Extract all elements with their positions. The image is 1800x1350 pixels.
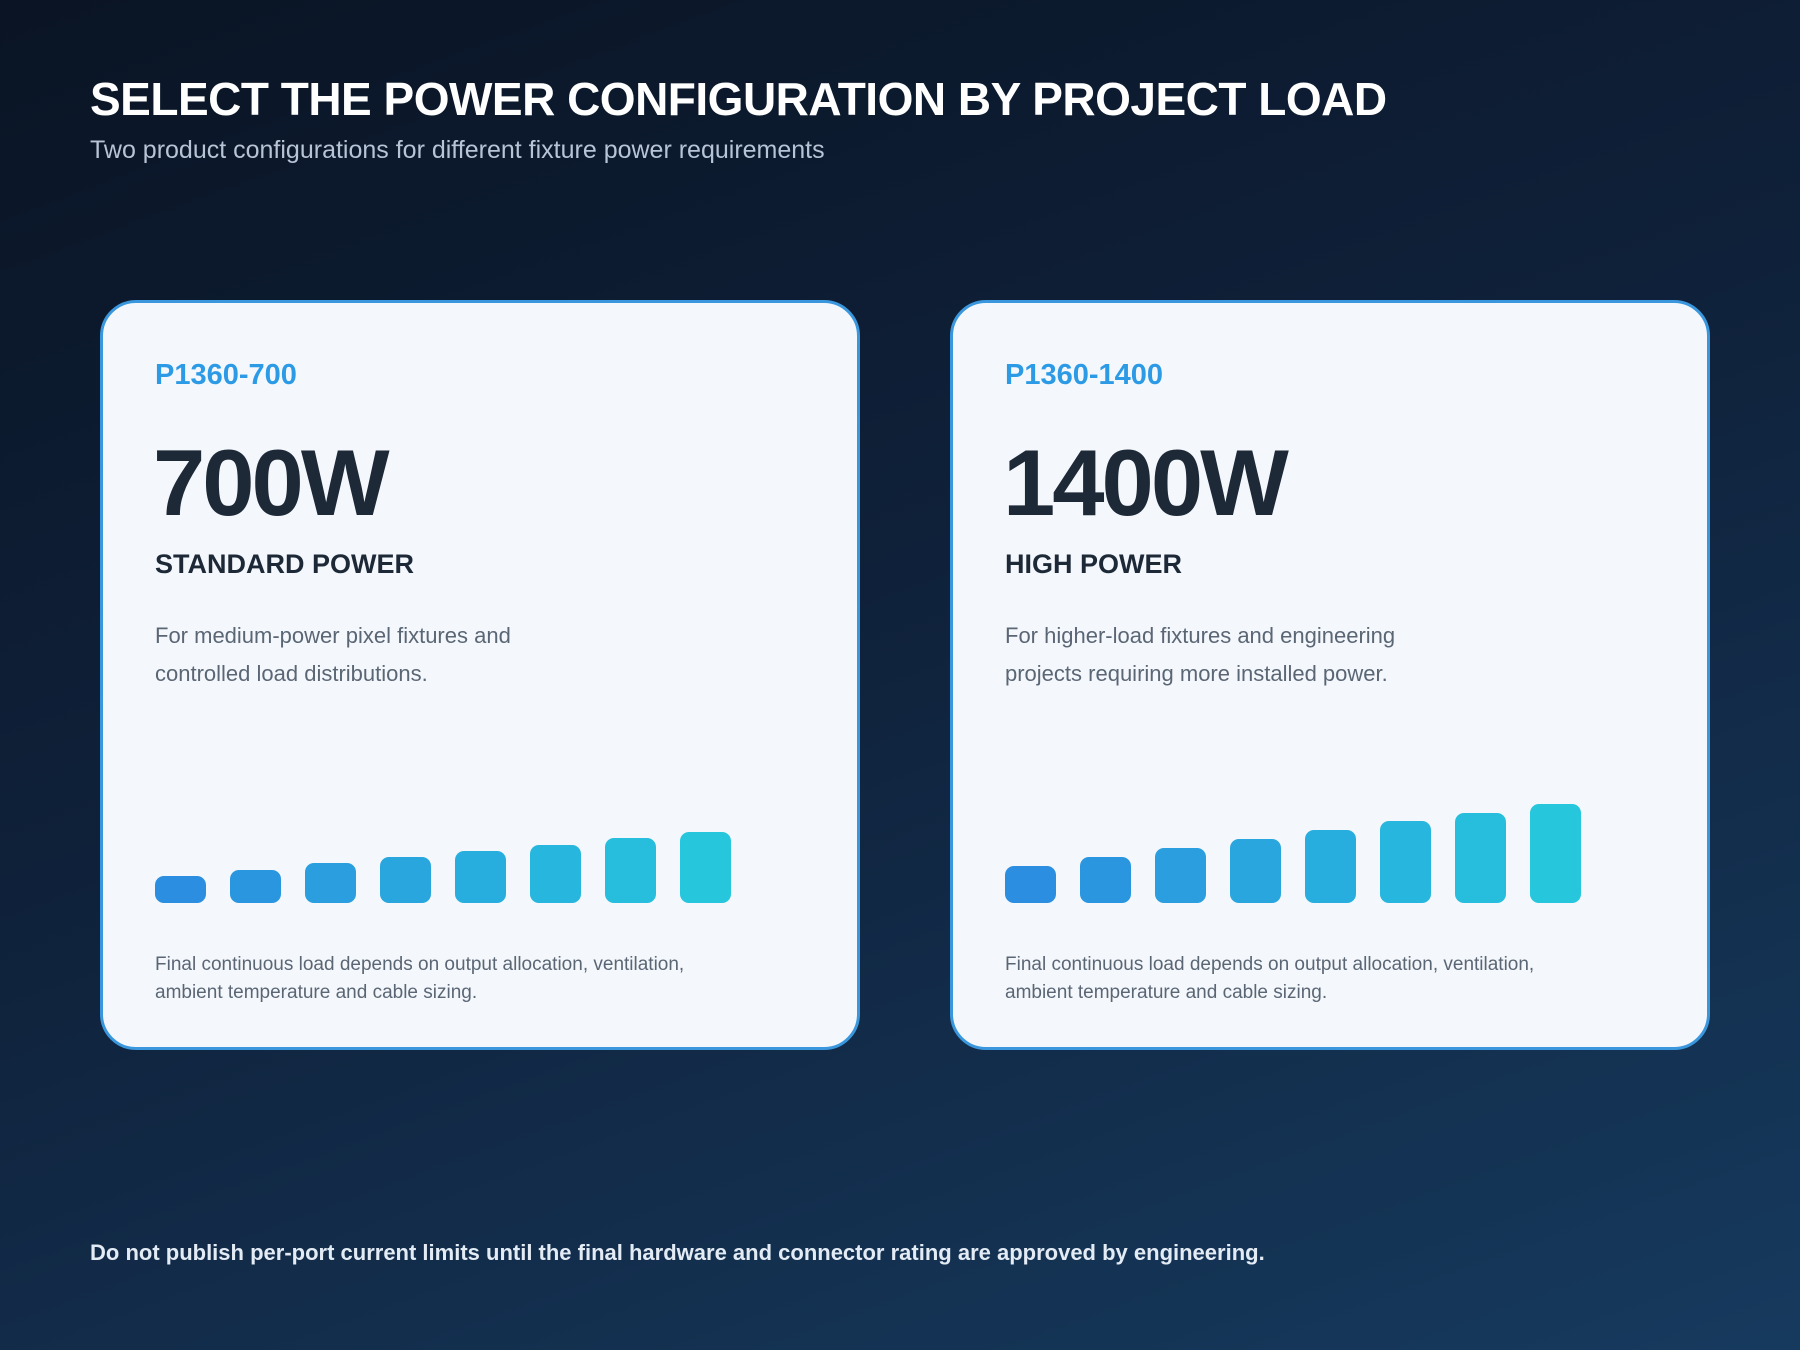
config-card-700[interactable]: P1360-700 700W STANDARD POWER For medium…	[100, 300, 860, 1050]
power-bar	[230, 869, 281, 903]
power-level-bars	[1005, 703, 1605, 903]
model-label: P1360-1400	[1005, 359, 1164, 391]
page-subtitle: Two product configurations for different…	[90, 136, 825, 164]
model-label: P1360-700	[155, 359, 297, 391]
power-bar	[530, 844, 581, 903]
power-bar	[1005, 866, 1056, 903]
power-type-label: HIGH POWER	[1005, 549, 1183, 579]
power-bar	[305, 863, 356, 903]
power-bar	[605, 838, 656, 903]
card-description: For medium-power pixel fixtures and cont…	[155, 623, 511, 686]
power-type-label: STANDARD POWER	[155, 549, 414, 579]
power-level-bars	[155, 703, 755, 903]
power-bar	[1380, 821, 1431, 903]
power-bar	[1305, 830, 1356, 903]
power-bar	[455, 850, 506, 903]
power-bar	[1080, 857, 1131, 903]
wattage-value: 1400W	[1003, 430, 1289, 535]
power-bar	[1155, 848, 1206, 903]
power-bar	[1230, 839, 1281, 903]
page-title: SELECT THE POWER CONFIGURATION BY PROJEC…	[90, 73, 1387, 125]
disclaimer-footer: Do not publish per-port current limits u…	[90, 1240, 1265, 1265]
wattage-value: 700W	[153, 430, 390, 535]
card-description: For higher-load fixtures and engineering…	[1005, 623, 1396, 686]
power-bar	[155, 876, 206, 903]
power-bar	[380, 857, 431, 903]
card-footnote: Final continuous load depends on output …	[1005, 954, 1535, 1003]
card-footnote: Final continuous load depends on output …	[155, 954, 685, 1003]
power-bar	[1530, 804, 1581, 903]
config-card-1400[interactable]: P1360-1400 1400W HIGH POWER For higher-l…	[950, 300, 1710, 1050]
power-bar	[1455, 813, 1506, 903]
power-bar	[680, 831, 731, 903]
